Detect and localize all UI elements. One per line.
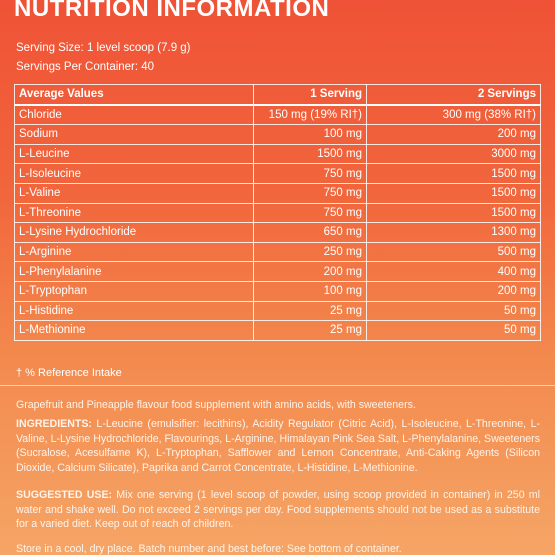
table-cell: 50 mg xyxy=(366,320,541,341)
ingredients-label: INGREDIENTS: xyxy=(16,418,92,430)
table-cell: 50 mg xyxy=(366,300,541,322)
table-cell: L-Phenylalanine xyxy=(14,261,254,282)
table-cell: 200 mg xyxy=(253,261,367,282)
nutrition-table: Average Values 1 Serving 2 Servings Chlori… xyxy=(14,83,541,341)
table-row: L-Leucine 1500 mg 3000 mg xyxy=(14,143,541,165)
table-cell: 500 mg xyxy=(366,241,541,263)
table-cell: 25 mg xyxy=(253,300,367,322)
table-row: L-Histidine 25 mg 50 mg xyxy=(14,300,541,322)
table-cell: 750 mg xyxy=(253,163,367,184)
table-cell: 750 mg xyxy=(253,202,367,224)
table-cell: 200 mg xyxy=(366,280,541,302)
description: Grapefruit and Pineapple flavour food su… xyxy=(16,399,416,411)
suggested-use: SUGGESTED USE: Mix one serving (1 level … xyxy=(16,488,540,532)
servings-per-container: Servings Per Container: 40 xyxy=(16,61,155,73)
table-cell: Chloride xyxy=(14,104,254,126)
table-cell: 3000 mg xyxy=(366,143,541,165)
ingredients-text: L-Leucine (emulsifier: lecithins), Acidi… xyxy=(16,418,541,474)
suggested-use-text: Mix one serving (1 level scoop of powder… xyxy=(16,489,540,530)
table-cell: 200 mg xyxy=(366,124,541,145)
table-cell: L-Tryptophan xyxy=(14,280,254,302)
suggested-use-label: SUGGESTED USE: xyxy=(16,489,113,501)
table-cell: L-Valine xyxy=(14,182,254,204)
table-row: L-Tryptophan 100 mg 200 mg xyxy=(14,280,541,302)
table-cell: 1300 mg xyxy=(366,222,541,243)
table-cell: 150 mg (19% RI†) xyxy=(253,104,367,126)
header-cell: 2 Servings xyxy=(366,83,541,106)
table-cell: 650 mg xyxy=(253,222,367,243)
table-cell: 250 mg xyxy=(253,241,367,263)
table-row: L-Lysine Hydrochloride 650 mg 1300 mg xyxy=(14,222,541,243)
table-row: L-Valine 750 mg 1500 mg xyxy=(14,182,541,204)
table-cell: L-Lysine Hydrochloride xyxy=(14,222,254,243)
header-row: Average Values 1 Serving 2 Servings xyxy=(14,83,541,106)
table-cell: L-Methionine xyxy=(14,320,254,341)
title: NUTRITION INFORMATION xyxy=(14,0,330,22)
table-row: Chloride 150 mg (19% RI†) 300 mg (38% RI†) xyxy=(14,104,541,126)
table-row: L-Threonine 750 mg 1500 mg xyxy=(14,202,541,224)
serving-size: Serving Size: 1 level scoop (7.9 g) xyxy=(16,42,191,54)
table-cell: L-Threonine xyxy=(14,202,254,224)
table-cell: Sodium xyxy=(14,124,254,145)
table-cell: L-Leucine xyxy=(14,143,254,165)
header-cell: 1 Serving xyxy=(253,83,367,106)
ingredients: INGREDIENTS: L-Leucine (emulsifier: leci… xyxy=(16,417,540,475)
table-cell: 1500 mg xyxy=(366,163,541,184)
table-cell: 300 mg (38% RI†) xyxy=(366,104,541,126)
table-row: L-Isoleucine 750 mg 1500 mg xyxy=(14,163,541,184)
footnote: † % Reference Intake xyxy=(16,367,122,379)
table-cell: 1500 mg xyxy=(366,182,541,204)
table-cell: 1500 mg xyxy=(366,202,541,224)
storage: Store in a cool, dry place. Batch number… xyxy=(16,543,402,555)
table-cell: L-Histidine xyxy=(14,300,254,322)
table-cell: L-Isoleucine xyxy=(14,163,254,184)
table-cell: 750 mg xyxy=(253,182,367,204)
table-cell: 1500 mg xyxy=(253,143,367,165)
header-cell: Average Values xyxy=(14,83,254,106)
table-cell: 100 mg xyxy=(253,124,367,145)
table-row: L-Arginine 250 mg 500 mg xyxy=(14,241,541,263)
table-cell: 25 mg xyxy=(253,320,367,341)
table-cell: L-Arginine xyxy=(14,241,254,263)
table-row: L-Phenylalanine 200 mg 400 mg xyxy=(14,261,541,282)
separator xyxy=(0,385,555,386)
table-cell: 400 mg xyxy=(366,261,541,282)
table-row: L-Methionine 25 mg 50 mg xyxy=(14,320,541,341)
table-row: Sodium 100 mg 200 mg xyxy=(14,124,541,145)
table-cell: 100 mg xyxy=(253,280,367,302)
